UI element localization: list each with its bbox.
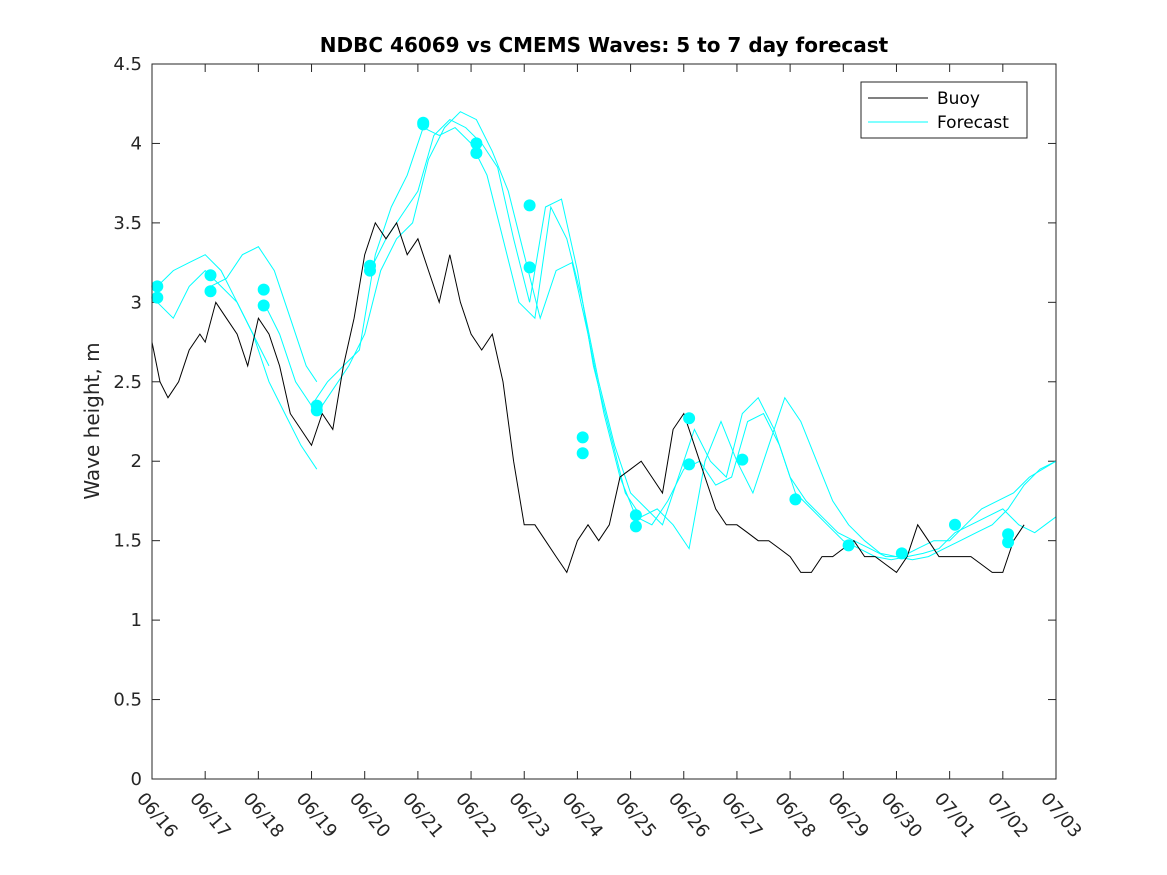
forecast-point [310, 404, 323, 417]
x-tick-label: 06/18 [239, 789, 288, 842]
series-layer [151, 111, 1057, 574]
forecast-point [151, 280, 164, 293]
forecast-point [576, 447, 589, 460]
forecast-point [257, 299, 270, 312]
forecast-point [204, 285, 217, 298]
legend-buoy-label: Buoy [937, 89, 980, 109]
forecast-point [629, 509, 642, 522]
x-tick-label: 06/17 [185, 789, 234, 842]
forecast-point [470, 137, 483, 150]
x-tick-label: 06/25 [611, 789, 660, 842]
forecast-line [369, 118, 1057, 561]
forecast-point [523, 199, 536, 212]
y-tick-label: 3.5 [113, 213, 142, 234]
forecast-point [789, 493, 802, 506]
forecast-point [576, 431, 589, 444]
forecast-point [204, 269, 217, 282]
forecast-point [1002, 536, 1015, 549]
forecast-line [316, 111, 1057, 561]
x-tick-label: 06/26 [664, 789, 713, 842]
marker-layer [151, 116, 1015, 560]
y-tick-label: 0 [131, 769, 142, 790]
x-tick-label: 06/16 [132, 789, 181, 842]
plot-area [152, 64, 1056, 779]
x-tick-label: 06/29 [823, 789, 872, 842]
x-tick-label: 07/03 [1036, 789, 1085, 842]
x-tick-label: 07/02 [983, 789, 1032, 842]
forecast-point [949, 518, 961, 531]
y-tick-label: 0.5 [113, 690, 142, 711]
legend-forecast-label: Forecast [937, 113, 1009, 133]
y-axis: 0 0.5 1 1.5 2 2.5 3 3.5 4 4.5 [113, 54, 1056, 790]
forecast-point [364, 264, 376, 277]
chart-title: NDBC 46069 vs CMEMS Waves: 5 to 7 day fo… [320, 33, 889, 57]
forecast-point [470, 147, 483, 159]
x-tick-label: 06/27 [717, 789, 766, 842]
y-tick-label: 4.5 [113, 54, 142, 75]
forecast-point [151, 291, 164, 304]
forecast-point [736, 453, 749, 466]
forecast-point [417, 118, 430, 131]
forecast-point [683, 412, 696, 425]
x-tick-label: 06/23 [504, 789, 553, 842]
forecast-point [523, 261, 536, 274]
x-tick-label: 06/24 [558, 789, 607, 842]
y-tick-label: 2.5 [113, 372, 142, 393]
x-tick-label: 06/30 [877, 789, 926, 842]
y-tick-label: 2 [131, 451, 142, 472]
buoy-line [151, 221, 1025, 574]
x-tick-label: 06/21 [398, 789, 447, 842]
forecast-point [842, 539, 855, 552]
legend-box [860, 81, 1028, 139]
forecast-point [257, 283, 270, 296]
x-tick-label: 06/28 [770, 789, 819, 842]
x-tick-label: 06/20 [345, 789, 394, 842]
y-tick-label: 1 [131, 610, 142, 631]
x-tick-label: 06/22 [451, 789, 500, 842]
y-tick-label: 3 [131, 292, 142, 313]
forecast-point [629, 520, 642, 533]
forecast-line [156, 254, 270, 367]
plot-frame [151, 63, 1057, 780]
y-tick-label: 1.5 [113, 531, 142, 552]
forecast-point [683, 458, 696, 471]
forecast-line [263, 126, 1057, 558]
x-tick-label: 06/19 [292, 789, 341, 842]
y-tick-label: 4 [131, 133, 142, 154]
forecast-line [210, 246, 318, 383]
forecast-point [895, 547, 908, 560]
y-axis-label: Wave height, m [80, 342, 104, 499]
x-tick-label: 07/01 [930, 789, 979, 842]
legend: Buoy Forecast [860, 81, 1028, 139]
